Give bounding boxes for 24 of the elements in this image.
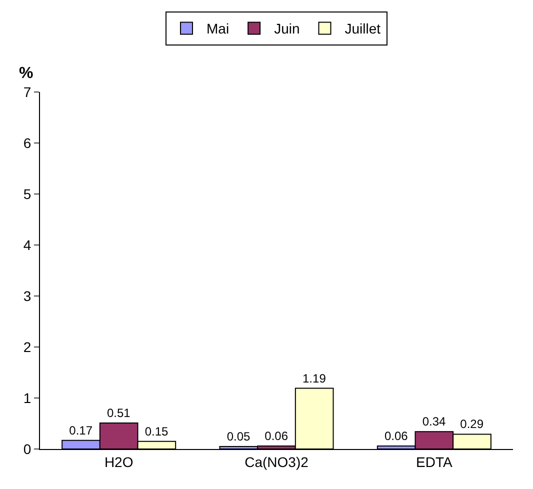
data-label: 1.19 <box>302 371 326 386</box>
legend-label: Juillet <box>344 20 381 37</box>
y-axis-title: % <box>19 65 34 82</box>
y-tick-label: 2 <box>23 338 32 355</box>
x-tick-label: Ca(NO3)2 <box>244 454 309 470</box>
y-tick-label: 3 <box>23 288 32 304</box>
y-tick-label: 0 <box>23 440 32 457</box>
y-tick-label: 6 <box>23 134 32 151</box>
data-label: 0.17 <box>69 423 93 438</box>
legend-label: Juin <box>274 20 300 37</box>
data-label: 0.34 <box>422 414 446 429</box>
x-tick-label: EDTA <box>416 454 453 470</box>
x-tick-label: H2O <box>104 454 134 470</box>
legend-label: Mai <box>206 20 230 37</box>
data-label: 0.51 <box>106 406 131 420</box>
y-tick-label: 5 <box>23 186 32 202</box>
data-label: 0.06 <box>384 428 408 443</box>
y-tick-label: 1 <box>23 390 32 406</box>
data-label: 0.05 <box>226 429 250 444</box>
data-label: 0.29 <box>460 417 484 432</box>
data-label: 0.06 <box>264 428 288 443</box>
data-label: 0.15 <box>144 424 169 438</box>
y-tick-label: 4 <box>23 236 32 253</box>
y-tick-label: 7 <box>23 84 32 100</box>
